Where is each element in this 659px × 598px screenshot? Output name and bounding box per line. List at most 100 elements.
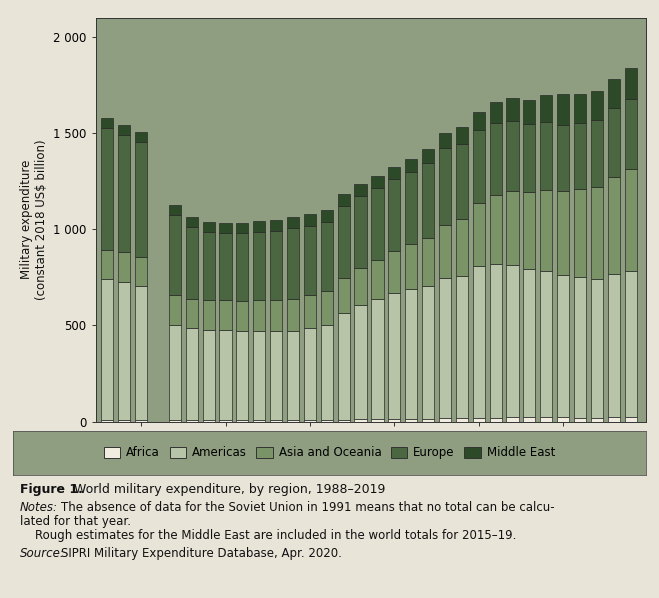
- Bar: [557, 94, 569, 125]
- Bar: [304, 420, 316, 422]
- Bar: [304, 225, 316, 295]
- Text: The absence of data for the Soviet Union in 1991 means that no total can be calc: The absence of data for the Soviet Union…: [61, 501, 555, 514]
- Bar: [186, 328, 198, 420]
- Bar: [608, 274, 620, 417]
- Bar: [135, 285, 147, 420]
- Bar: [523, 124, 535, 191]
- Bar: [490, 195, 501, 264]
- Bar: [219, 224, 231, 233]
- Bar: [506, 264, 519, 417]
- Bar: [439, 225, 451, 278]
- Bar: [253, 300, 266, 331]
- Bar: [237, 223, 248, 233]
- Bar: [101, 420, 113, 422]
- Bar: [219, 233, 231, 300]
- Bar: [253, 221, 266, 232]
- Bar: [202, 222, 215, 232]
- Text: SIPRI Military Expenditure Database, Apr. 2020.: SIPRI Military Expenditure Database, Apr…: [61, 547, 342, 560]
- Bar: [270, 420, 282, 422]
- Bar: [337, 206, 350, 278]
- Bar: [237, 331, 248, 420]
- Bar: [456, 127, 468, 144]
- Bar: [169, 205, 181, 215]
- Bar: [287, 228, 299, 299]
- Bar: [608, 178, 620, 274]
- Bar: [540, 271, 552, 417]
- Bar: [253, 232, 266, 300]
- Bar: [135, 132, 147, 142]
- Bar: [439, 278, 451, 419]
- Bar: [270, 220, 282, 231]
- Bar: [456, 144, 468, 219]
- Bar: [118, 125, 130, 135]
- Bar: [473, 266, 485, 418]
- Bar: [490, 123, 501, 195]
- Bar: [253, 420, 266, 422]
- Bar: [439, 133, 451, 148]
- Bar: [118, 252, 130, 282]
- Bar: [439, 148, 451, 225]
- Bar: [405, 245, 417, 289]
- Bar: [202, 420, 215, 422]
- Bar: [388, 292, 401, 419]
- Bar: [186, 217, 198, 227]
- Bar: [186, 420, 198, 422]
- Bar: [101, 118, 113, 129]
- Y-axis label: Military expenditure
(constant 2018 US$ billion): Military expenditure (constant 2018 US$ …: [20, 139, 47, 300]
- Bar: [439, 419, 451, 422]
- Bar: [355, 305, 366, 419]
- Bar: [321, 291, 333, 325]
- Text: World military expenditure, by region, 1988–2019: World military expenditure, by region, 1…: [74, 483, 386, 496]
- Bar: [304, 328, 316, 420]
- Bar: [422, 286, 434, 419]
- Bar: [405, 419, 417, 422]
- Bar: [219, 329, 231, 420]
- Bar: [219, 300, 231, 329]
- Bar: [557, 417, 569, 422]
- Bar: [355, 419, 366, 422]
- Bar: [372, 176, 384, 188]
- Bar: [186, 299, 198, 328]
- Text: Figure 1.: Figure 1.: [20, 483, 82, 496]
- Bar: [490, 418, 501, 422]
- Bar: [540, 417, 552, 422]
- Bar: [169, 420, 181, 422]
- Bar: [372, 419, 384, 422]
- Bar: [202, 329, 215, 420]
- Bar: [590, 187, 603, 279]
- Bar: [405, 159, 417, 172]
- Bar: [304, 295, 316, 328]
- Bar: [625, 99, 637, 169]
- Bar: [388, 419, 401, 422]
- Text: Rough estimates for the Middle East are included in the world totals for 2015–19: Rough estimates for the Middle East are …: [20, 529, 516, 542]
- Bar: [101, 129, 113, 251]
- Bar: [473, 203, 485, 266]
- Bar: [118, 282, 130, 420]
- Bar: [506, 191, 519, 264]
- Bar: [590, 279, 603, 417]
- Bar: [101, 279, 113, 420]
- Bar: [473, 130, 485, 203]
- Bar: [557, 191, 569, 274]
- Bar: [574, 123, 586, 189]
- Bar: [574, 277, 586, 417]
- Bar: [388, 167, 401, 179]
- Bar: [456, 276, 468, 418]
- Bar: [405, 289, 417, 419]
- Bar: [372, 188, 384, 260]
- Bar: [608, 79, 620, 108]
- Bar: [456, 418, 468, 422]
- Bar: [506, 121, 519, 191]
- Bar: [321, 209, 333, 222]
- Bar: [490, 264, 501, 418]
- Bar: [169, 325, 181, 420]
- Bar: [590, 120, 603, 187]
- Bar: [270, 300, 282, 331]
- Bar: [523, 269, 535, 417]
- Legend: Africa, Americas, Asia and Oceania, Europe, Middle East: Africa, Americas, Asia and Oceania, Euro…: [100, 442, 559, 464]
- Bar: [506, 98, 519, 121]
- Bar: [237, 301, 248, 331]
- Bar: [237, 420, 248, 422]
- Bar: [270, 331, 282, 420]
- Bar: [388, 179, 401, 251]
